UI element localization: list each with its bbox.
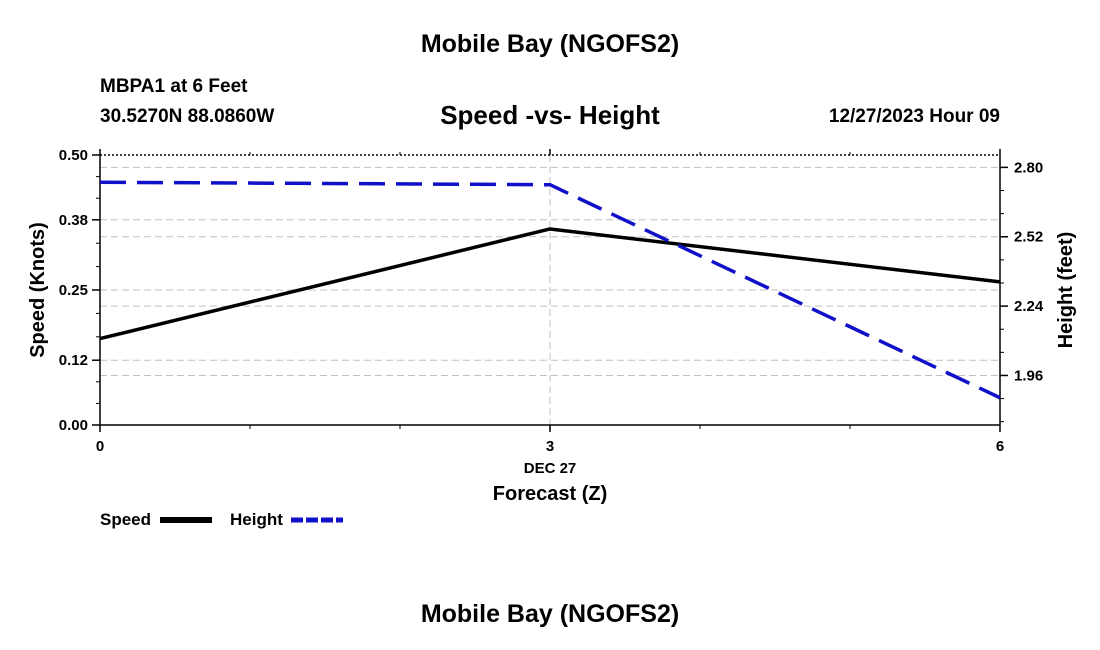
right-tick-label-3: 2.80 — [1014, 159, 1043, 176]
legend-layer: Speed Height — [100, 510, 343, 529]
axes-layer — [92, 149, 1008, 432]
x-tick-label-0: 0 — [96, 438, 104, 455]
y-axis-right-label: Height (feet) — [1055, 232, 1077, 349]
left-tick-label-0: 0.00 — [59, 417, 88, 434]
x-tick-label-1: 3 — [546, 438, 554, 455]
left-tick-label-1: 0.12 — [59, 352, 88, 369]
plot-title: Speed -vs- Height — [440, 100, 660, 130]
left-tick-label-4: 0.50 — [59, 147, 88, 164]
x-tick-label-2: 6 — [996, 438, 1004, 455]
legend-label-height: Height — [230, 510, 283, 529]
right-tick-label-2: 2.52 — [1014, 229, 1043, 246]
right-tick-label-1: 2.24 — [1014, 298, 1044, 315]
station-label: MBPA1 at 6 Feet — [100, 76, 248, 97]
series-line-speed — [99, 227, 1001, 341]
series-layer — [99, 180, 1001, 400]
main-title: Mobile Bay (NGOFS2) — [420, 30, 680, 58]
right-tick-label-0: 1.96 — [1014, 367, 1043, 384]
coordinates-label: 30.5270N 88.0860W — [100, 106, 275, 127]
series-line-height — [99, 180, 1001, 400]
bottom-title: Mobile Bay (NGOFS2) — [420, 600, 680, 628]
left-tick-label-3: 0.38 — [59, 212, 88, 229]
x-axis-label: Forecast (Z) — [493, 483, 607, 505]
datetime-label: 12/27/2023 Hour 09 — [828, 106, 1000, 127]
x-date-label: DEC 27 — [524, 460, 577, 477]
labels-layer: 0.00 0.12 0.25 0.38 0.50 1.96 2.24 2.52 2.80 0 3 6 D… — [27, 147, 1077, 505]
y-axis-left-label: Speed (Knots) — [27, 222, 49, 358]
speed-height-chart: 0.00 0.12 0.25 0.38 0.50 1.96 2.24 2.52 2.80 0 3 6 D… — [27, 147, 1077, 529]
left-tick-label-2: 0.25 — [59, 282, 88, 299]
legend-label-speed: Speed — [100, 510, 151, 529]
grid-layer — [100, 155, 1000, 425]
